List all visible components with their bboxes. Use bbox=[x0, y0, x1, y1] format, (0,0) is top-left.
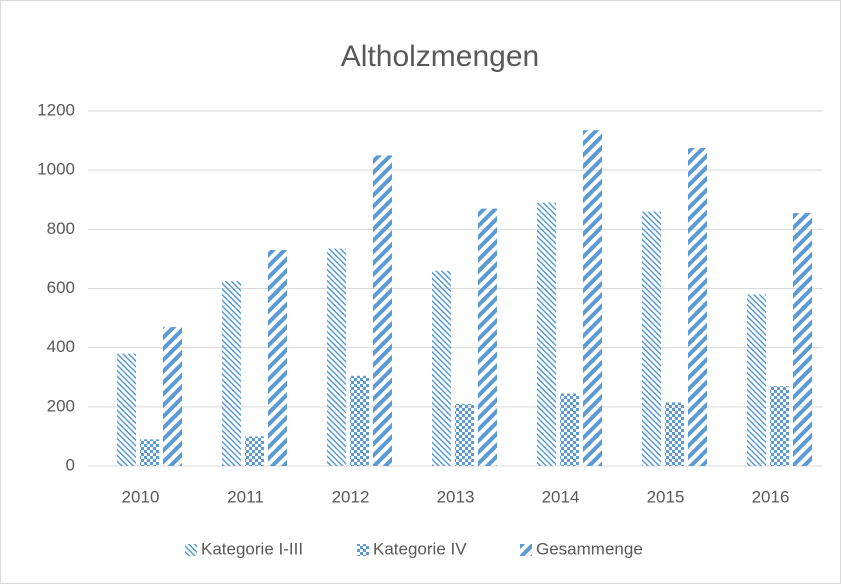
bar bbox=[432, 270, 451, 466]
y-tick-label: 1200 bbox=[37, 100, 75, 119]
bar bbox=[688, 147, 707, 466]
bar bbox=[583, 130, 602, 466]
y-tick-label: 1000 bbox=[37, 160, 75, 179]
bar bbox=[140, 439, 159, 466]
bar bbox=[793, 213, 812, 466]
legend-label: Kategorie IV bbox=[373, 539, 467, 558]
bar bbox=[747, 294, 766, 466]
y-tick-label: 200 bbox=[47, 396, 75, 415]
legend-swatch bbox=[520, 544, 532, 556]
legend-swatch bbox=[185, 544, 197, 556]
x-tick-label: 2013 bbox=[437, 487, 475, 506]
bar bbox=[373, 155, 392, 466]
x-tick-label: 2012 bbox=[332, 487, 370, 506]
x-tick-label: 2014 bbox=[542, 487, 580, 506]
bar bbox=[222, 281, 241, 466]
bar bbox=[478, 208, 497, 466]
bar bbox=[245, 436, 264, 466]
y-tick-label: 600 bbox=[47, 278, 75, 297]
chart-title: Altholzmengen bbox=[341, 40, 539, 73]
bar bbox=[770, 386, 789, 466]
y-tick-label: 0 bbox=[66, 455, 75, 474]
bar bbox=[268, 250, 287, 466]
legend-label: Gesammenge bbox=[536, 539, 643, 558]
bar bbox=[455, 403, 474, 466]
bar bbox=[537, 202, 556, 467]
y-tick-label: 800 bbox=[47, 219, 75, 238]
x-tick-label: 2011 bbox=[227, 487, 264, 506]
bar bbox=[350, 375, 369, 466]
x-tick-label: 2015 bbox=[647, 487, 685, 506]
y-tick-label: 400 bbox=[47, 337, 75, 356]
bar bbox=[163, 326, 182, 466]
bar bbox=[117, 353, 136, 466]
bar bbox=[642, 211, 661, 466]
legend-label: Kategorie I-III bbox=[201, 539, 303, 558]
legend-swatch bbox=[357, 544, 369, 556]
bar bbox=[560, 393, 579, 466]
x-tick-label: 2016 bbox=[752, 487, 790, 506]
bar bbox=[327, 248, 346, 466]
bar bbox=[665, 402, 684, 466]
x-tick-label: 2010 bbox=[122, 487, 160, 506]
